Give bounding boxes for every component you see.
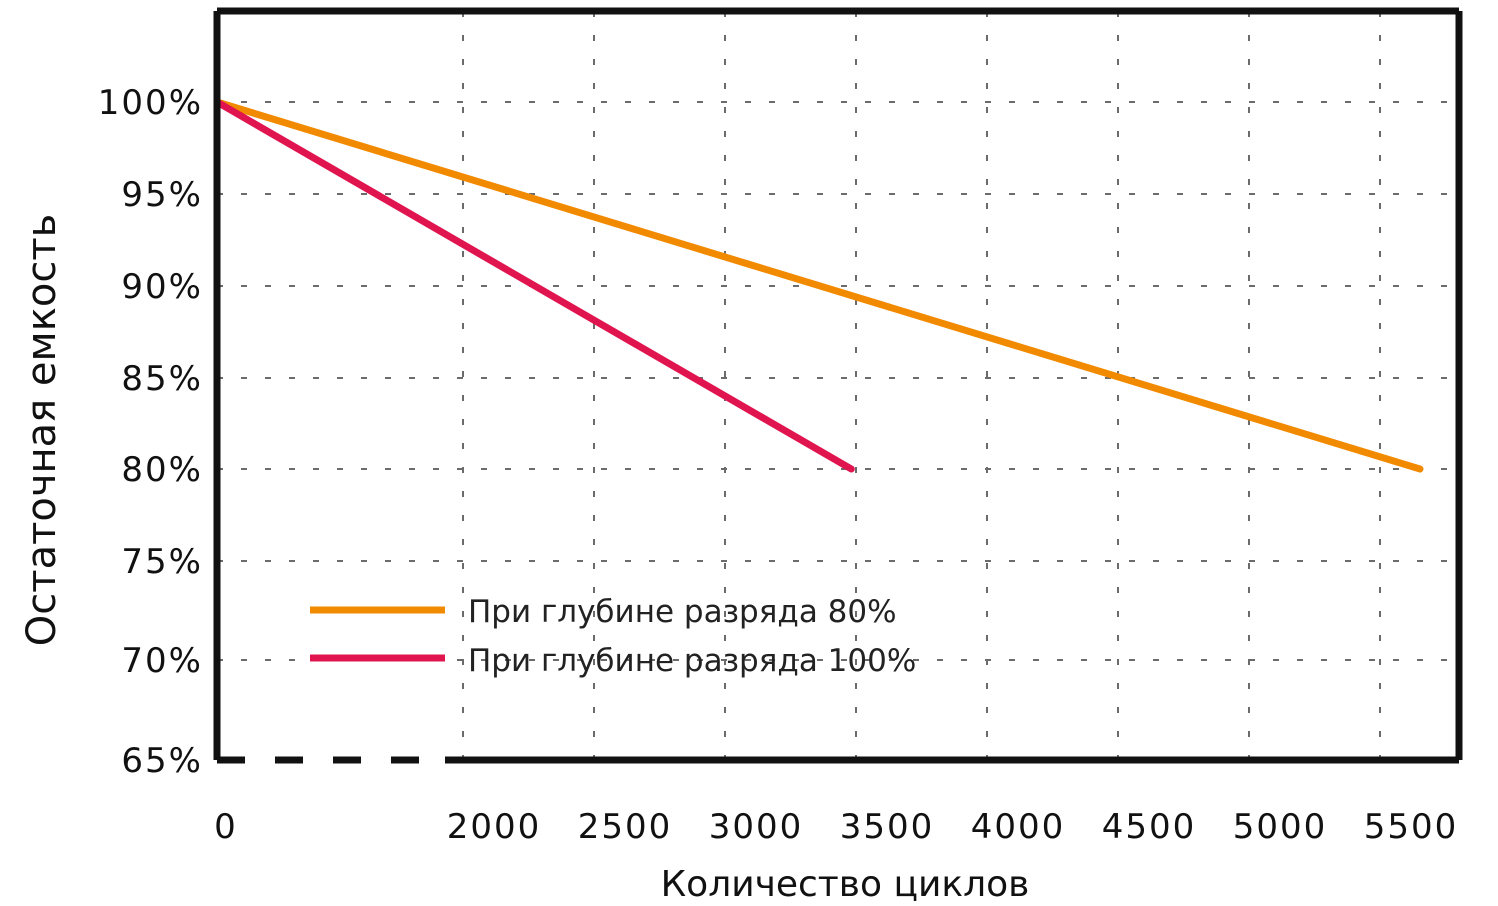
y-tick-label: 90% [121, 267, 203, 307]
y-tick-label: 65% [121, 741, 203, 781]
series-line-1 [213, 98, 855, 473]
x-tick-label: 3500 [840, 807, 935, 847]
legend-label-80: При глубине разряда 80% [468, 594, 897, 630]
y-tick-label: 100% [98, 83, 203, 123]
y-tick-label: 70% [121, 641, 203, 681]
series [213, 98, 1424, 473]
x-tick-label: 3000 [709, 807, 804, 847]
y-tick-label: 75% [121, 542, 203, 582]
y-tick-labels: 100% 95% 90% 85% 80% 75% 70% 65% [98, 83, 203, 781]
x-tick-label: 4000 [971, 807, 1066, 847]
x-tick-label: 2000 [447, 807, 542, 847]
x-tick-labels: 0 2000 2500 3000 3500 4000 4500 5000 5500 [214, 807, 1459, 847]
y-tick-label: 95% [121, 175, 203, 215]
x-tick-label: 2500 [578, 807, 673, 847]
legend-label-100: При глубине разряда 100% [468, 643, 916, 679]
x-tick-label: 0 [214, 807, 238, 847]
y-tick-label: 80% [121, 450, 203, 490]
x-axis-label: Количество циклов [661, 864, 1030, 905]
legend: При глубине разряда 80% При глубине разр… [310, 594, 916, 679]
x-tick-label: 5500 [1364, 807, 1459, 847]
y-axis-label: Остаточная емкость [19, 214, 65, 646]
grid [217, 11, 1459, 760]
x-tick-label: 4500 [1102, 807, 1197, 847]
plot-frame [213, 7, 1463, 764]
series-line-0 [213, 98, 1424, 473]
y-tick-label: 85% [121, 359, 203, 399]
x-tick-label: 5000 [1233, 807, 1328, 847]
